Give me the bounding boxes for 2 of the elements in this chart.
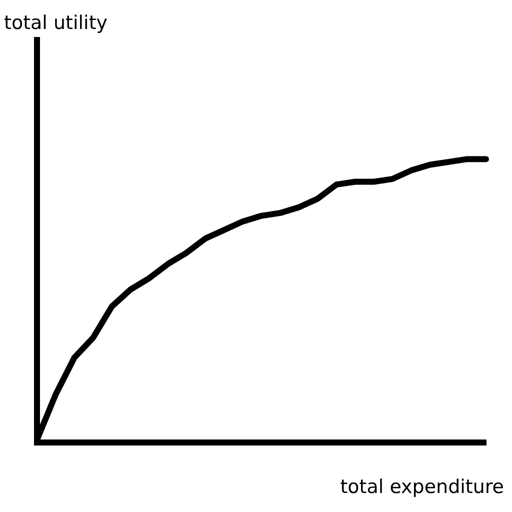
text: total utility (4, 12, 108, 34)
x-axis-title: total expenditure (340, 476, 504, 498)
